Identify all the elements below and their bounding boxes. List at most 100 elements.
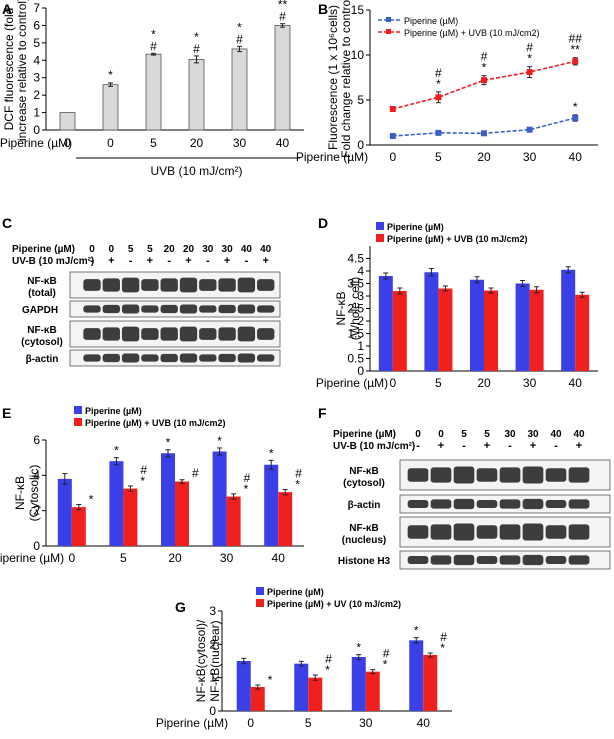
chart-e-y-tick-label: 0 <box>33 539 40 553</box>
chart-b-x-tick-label: 40 <box>569 150 583 164</box>
chart-a-sig-marker: * <box>194 30 199 44</box>
chart-a-xlabel: Piperine (µM) <box>0 136 72 150</box>
chart-g-ylabel-line1: NF-κB(cytosol)/ <box>194 619 208 702</box>
chart-g-x-tick-label: 0 <box>247 716 254 730</box>
blot-f-band <box>568 524 590 540</box>
blot-f-lane-uv: - <box>554 440 558 452</box>
blot-c-band-label: GAPDH <box>22 305 58 316</box>
chart-d-bar-uv <box>438 288 453 371</box>
chart-e-y-tick-label: 2 <box>33 504 40 518</box>
blot-c-band <box>141 279 159 291</box>
blot-c-band <box>83 354 101 362</box>
chart-e-sig-marker: * <box>89 492 94 506</box>
chart-b-series-control-sig-marker: * <box>573 100 578 114</box>
chart-e-sig-marker: * <box>217 434 222 448</box>
blot-f-band <box>476 468 498 482</box>
chart-d-y-tick-label: 4.5 <box>347 252 364 266</box>
blot-c-band-label: β-actin <box>26 354 59 365</box>
blot-c-band <box>102 278 120 292</box>
chart-g-sig-marker: * <box>383 658 388 672</box>
chart-d-y-tick-label: 0.5 <box>347 352 364 366</box>
chart-e-legend-swatch <box>74 406 82 414</box>
chart-b-series-control-point <box>572 115 579 121</box>
chart-b-xlabel: Piperine (µM) <box>296 150 368 164</box>
blot-c-band <box>179 304 198 314</box>
chart-g-y-tick-label: 1 <box>209 671 216 685</box>
chart-a-sig-marker: # <box>193 42 200 56</box>
blot-c-lane-uv: + <box>108 255 114 267</box>
blot-f-band <box>453 523 475 541</box>
chart-g-y-tick-label: 3 <box>209 604 216 618</box>
chart-e-bar-uv <box>71 507 86 546</box>
chart-e-bar-uv <box>123 488 138 546</box>
chart-b-x-tick-label: 5 <box>435 150 442 164</box>
chart-e-y-tick-label: 6 <box>33 433 40 447</box>
blot-f-band-label: NF-κB <box>349 523 378 534</box>
chart-e-bar-control <box>57 478 72 546</box>
chart-a-sig-marker: ** <box>278 0 288 12</box>
chart-d-y-tick-label: 2 <box>357 314 364 328</box>
blot-c-band <box>141 305 159 313</box>
blot-c-band <box>160 353 178 363</box>
chart-e-xlabel: Piperine (µM) <box>0 551 64 565</box>
blot-f-band-label: β-actin <box>348 500 381 511</box>
blot-c-band-sublabel: (cytosol) <box>21 337 63 348</box>
blot-f-lane-piperine: 0 <box>438 429 444 440</box>
chart-g-bar-uv <box>365 671 380 711</box>
chart-d-y-tick-label: 0 <box>357 364 364 378</box>
chart-b-series-control-point <box>389 133 396 139</box>
chart-d-bar-uv <box>392 291 407 371</box>
chart-a-bar <box>188 59 205 131</box>
chart-d-y-tick-label: 1.5 <box>347 327 364 341</box>
chart-b-series-uv-sig-marker: * <box>482 61 487 75</box>
chart-g-sig-marker: # <box>325 652 332 666</box>
blot-f-band <box>476 555 498 565</box>
chart-b-legend-label: Piperine (µM) <box>404 16 458 26</box>
chart-a-x-tick-label: 5 <box>150 136 157 150</box>
chart-a-ylabel-line2: increase relative to control) <box>15 0 29 141</box>
blot-c-band <box>237 353 256 363</box>
chart-a-x-tick-label: 0 <box>64 136 71 150</box>
blot-f-lane-piperine: 30 <box>504 429 516 440</box>
chart-g-bar-uv <box>308 677 323 711</box>
panel-label-b: B <box>318 1 328 17</box>
blot-c-band <box>141 354 159 362</box>
panel-label-g: G <box>175 599 186 615</box>
blot-f-lane-piperine: 40 <box>550 429 562 440</box>
chart-g-bar-control <box>294 663 309 711</box>
blot-f-band-sublabel: (nucleus) <box>342 535 386 546</box>
blot-c-lane-uv: + <box>185 255 191 267</box>
blot-f-band <box>568 499 590 509</box>
chart-a-bar <box>274 25 291 131</box>
blot-c-band <box>121 277 140 293</box>
chart-d-y-tick-label: 4 <box>357 264 364 278</box>
blot-f-lane-piperine: 5 <box>461 429 467 440</box>
blot-c-band <box>199 354 217 362</box>
chart-b-series-uv-point <box>481 77 487 84</box>
blot-c-band <box>121 304 140 314</box>
blot-c-band <box>257 305 275 313</box>
chart-a-y-tick-label: 2 <box>33 88 40 102</box>
blot-f-band <box>499 499 521 509</box>
blot-f-band <box>499 555 521 565</box>
chart-g-sig-marker: # <box>440 630 447 644</box>
blot-c-band <box>199 305 217 313</box>
chart-a-sig-marker: * <box>108 68 113 82</box>
chart-e-bar-uv <box>278 492 293 546</box>
blot-f-band <box>499 467 521 483</box>
blot-c-lane-uv: + <box>147 255 153 267</box>
blot-c-header-piperine: Piperine (µM) <box>12 244 75 255</box>
chart-e-sig-marker: * <box>140 474 145 488</box>
blot-c-band <box>257 328 275 340</box>
chart-g-ylabel-line2: NF-κB(nuclear) <box>208 620 222 701</box>
chart-e-x-tick-label: 40 <box>272 551 286 565</box>
chart-g-y-tick-label: 2 <box>209 637 216 651</box>
blot-c-band <box>83 279 101 291</box>
chart-b-series-control-point <box>481 130 487 137</box>
chart-e-bar-control <box>109 461 124 546</box>
chart-d-y-tick-label: 3.5 <box>347 277 364 291</box>
blot-f-band <box>499 524 521 540</box>
